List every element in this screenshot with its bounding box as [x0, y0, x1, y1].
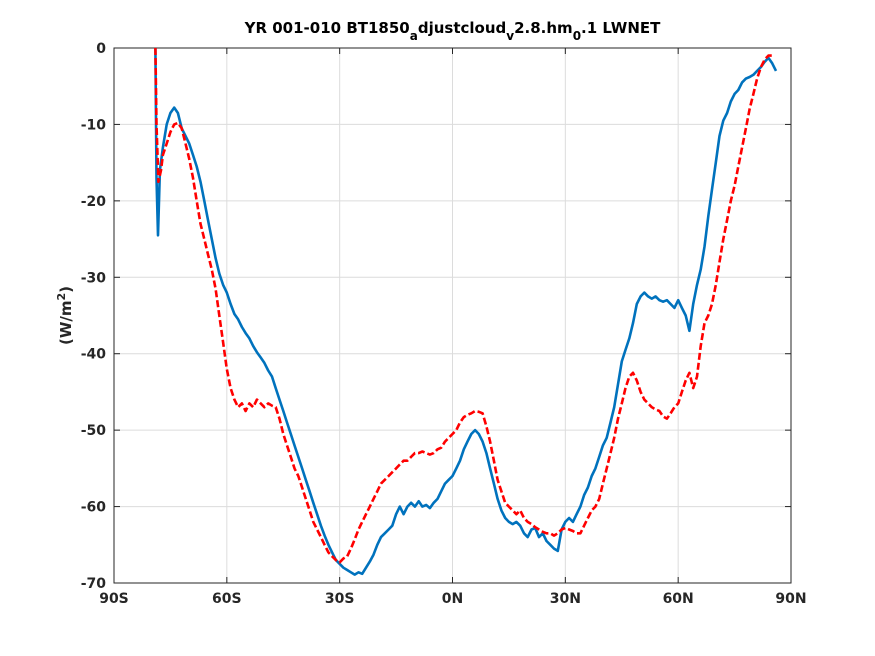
- x-tick-label: 90S: [99, 591, 129, 607]
- y-tick-label: -50: [81, 423, 107, 439]
- x-tick-label: 30N: [550, 591, 581, 607]
- y-tick-label: -70: [81, 576, 107, 592]
- x-tick-label: 0N: [442, 591, 463, 607]
- y-axis-label: (W/m2): [55, 286, 76, 345]
- x-tick-label: 30S: [325, 591, 355, 607]
- y-tick-label: -30: [81, 270, 107, 286]
- y-tick-label: -60: [81, 500, 107, 516]
- series-line-0: [154, 47, 778, 576]
- chart-title: YR 001-010 BT1850adjustcloudv2.8.hm0.1 L…: [244, 19, 662, 43]
- series-line-1: [154, 47, 773, 564]
- x-tick-label: 90N: [775, 591, 806, 607]
- y-tick-label: 0: [96, 41, 106, 57]
- axis-ticks: 90S 60S 30S 0N 30N 60N 90N 0 -10 -20 -30 -40 -50 -60 -…: [81, 41, 807, 607]
- grid-lines: [113, 47, 792, 584]
- y-tick-label: -40: [81, 347, 107, 363]
- series-layer: [154, 47, 778, 576]
- y-tick-label: -20: [81, 194, 107, 210]
- y-tick-label: -10: [81, 117, 107, 133]
- x-tick-label: 60N: [663, 591, 694, 607]
- x-tick-label: 60S: [212, 591, 242, 607]
